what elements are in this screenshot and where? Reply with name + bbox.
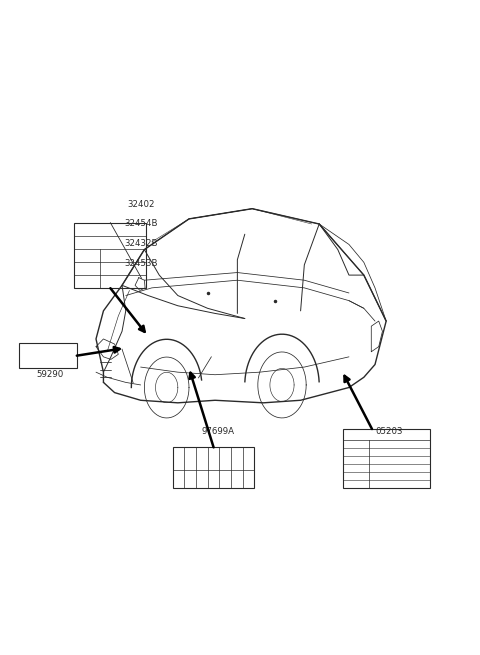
Bar xyxy=(19,343,77,368)
Text: 32453B: 32453B xyxy=(125,259,158,268)
Text: 32402: 32402 xyxy=(128,200,156,209)
Text: 32432B: 32432B xyxy=(125,239,158,248)
Text: 59290: 59290 xyxy=(37,369,64,379)
Bar xyxy=(173,447,254,488)
Bar xyxy=(343,429,430,488)
Text: 97699A: 97699A xyxy=(202,426,235,436)
Text: 32454B: 32454B xyxy=(125,219,158,229)
Text: 05203: 05203 xyxy=(375,426,403,436)
Bar xyxy=(74,223,146,288)
